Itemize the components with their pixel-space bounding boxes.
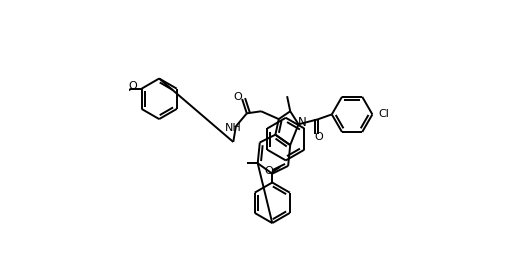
Text: Cl: Cl [378,109,389,119]
Text: N: N [298,116,307,129]
Text: O: O [233,92,242,102]
Text: NH: NH [225,123,241,133]
Text: O: O [128,81,137,91]
Text: O: O [314,132,323,142]
Text: O: O [265,166,273,176]
